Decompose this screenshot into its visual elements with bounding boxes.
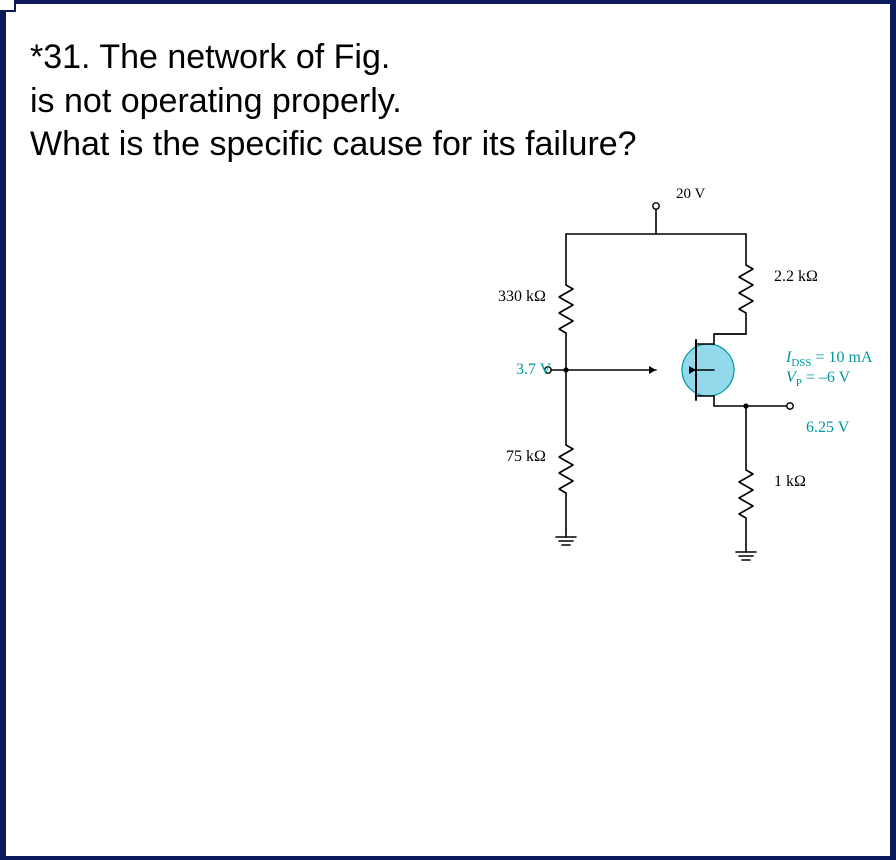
question-line-3: What is the specific cause for its failu… [30,123,637,167]
gate-voltage-label: 3.7 V [516,361,552,378]
question-line-1: *31. The network of Fig. [30,36,637,80]
resistor-label: 1 kΩ [774,473,806,490]
page-frame: *31. The network of Fig. is not operatin… [0,0,896,860]
resistor-label: 2.2 kΩ [774,268,818,285]
resistor-label: 75 kΩ [506,448,546,465]
corner-notch [0,0,16,12]
circuit-diagram: 20 V 330 kΩ 3.7 V 75 kΩ 2.2 kΩ 6.25 V 1 kΩ IDSS… [426,184,886,604]
question-text: *31. The network of Fig. is not operatin… [30,36,637,167]
idss-label: IDSS = 10 mA [785,349,873,369]
supply-label: 20 V [676,186,705,202]
question-line-2: is not operating properly. [30,80,637,124]
resistor-label: 330 kΩ [498,288,546,305]
source-voltage-label: 6.25 V [806,419,850,436]
vp-label: VP = –6 V [786,369,851,389]
